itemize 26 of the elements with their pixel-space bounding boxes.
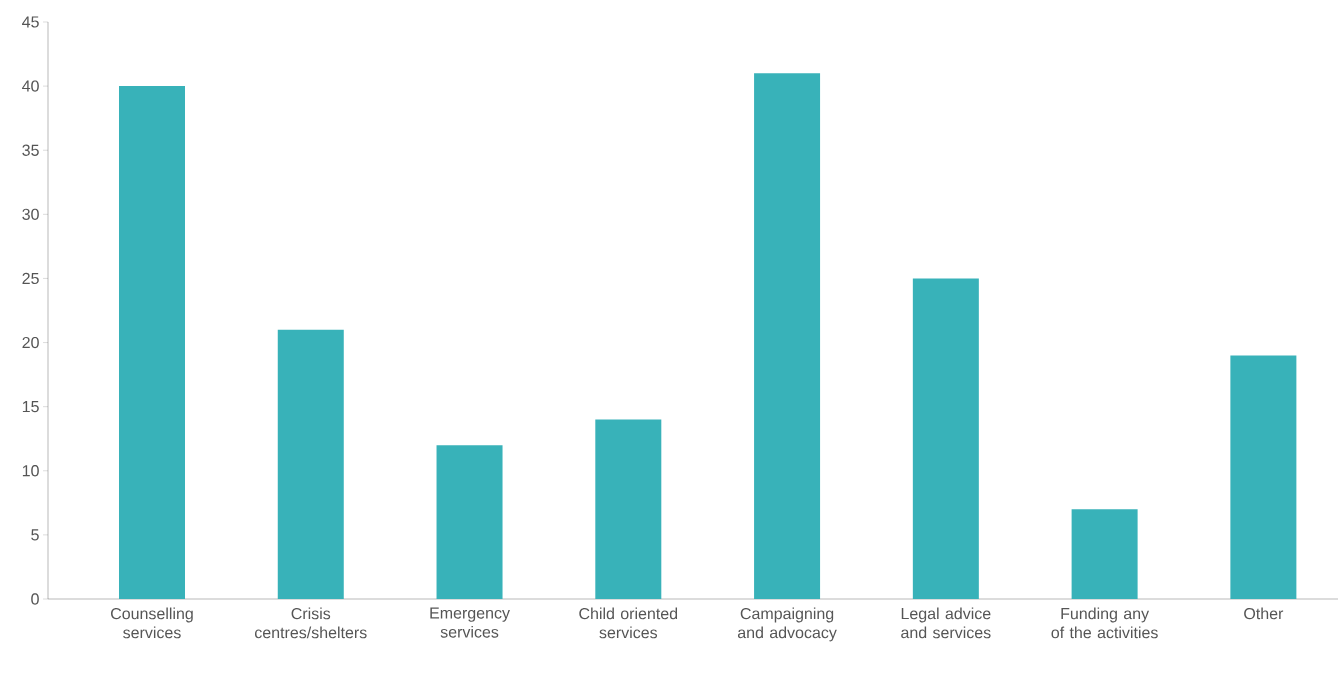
bar xyxy=(436,445,503,599)
x-tick-label: Campaigning and advocacy xyxy=(737,607,837,642)
y-tick-label: 25 xyxy=(22,272,39,285)
y-tick-label: 10 xyxy=(22,465,39,477)
y-tick-label: 20 xyxy=(22,336,39,349)
x-tick-label: Crisis centres/shelters xyxy=(254,607,367,639)
x-tick-label: Funding any of the activities xyxy=(1051,607,1158,639)
bar xyxy=(595,419,662,599)
x-tick-label: Child oriented services xyxy=(579,607,678,639)
x-tick-label: Emergency services xyxy=(430,607,510,638)
bar xyxy=(118,86,185,599)
x-tick-label: Counselling services xyxy=(111,607,193,639)
bar xyxy=(277,329,344,599)
bar xyxy=(754,73,821,599)
y-tick-label: 0 xyxy=(31,593,39,605)
y-tick-label: 40 xyxy=(22,80,39,92)
x-tick-label: Legal advice and services xyxy=(901,607,991,639)
bar xyxy=(1071,509,1138,599)
x-tick-label: Other xyxy=(1244,607,1284,620)
y-tick-label: 45 xyxy=(22,16,39,28)
y-tick-label: 30 xyxy=(22,208,39,220)
bar xyxy=(1230,355,1297,599)
bar xyxy=(912,278,979,599)
y-tick-label: 35 xyxy=(22,144,39,156)
y-tick-label: 5 xyxy=(31,529,39,541)
y-tick-label: 15 xyxy=(22,401,39,413)
